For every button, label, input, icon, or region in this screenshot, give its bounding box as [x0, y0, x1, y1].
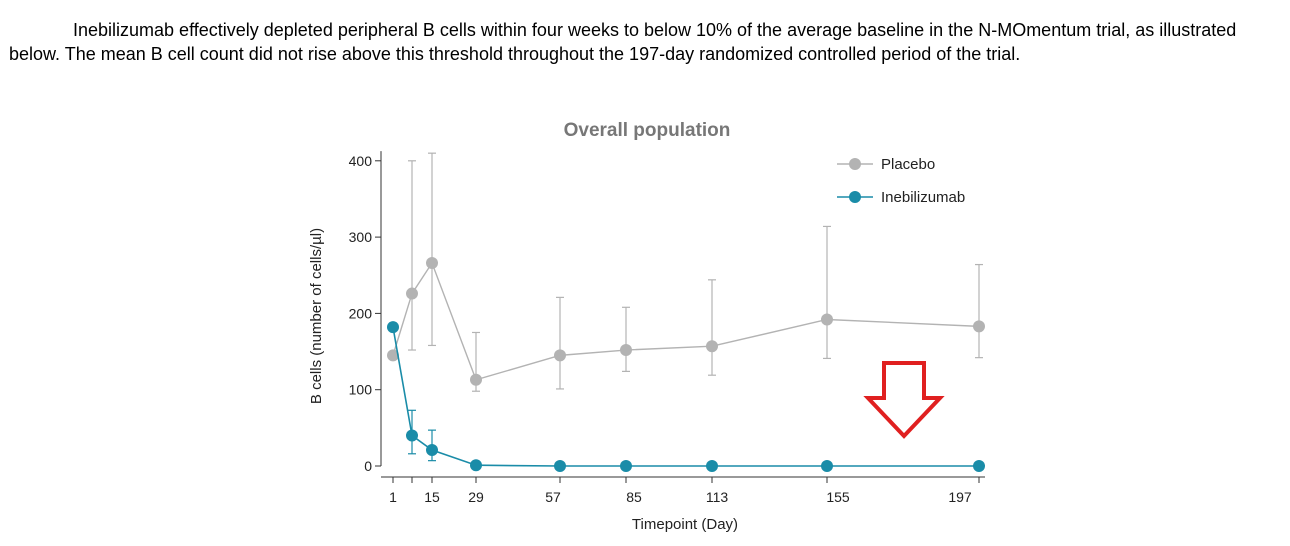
y-tick-label: 100	[349, 382, 373, 398]
data-point-inebilizumab	[470, 459, 482, 472]
y-tick-label: 200	[349, 305, 373, 321]
chart-title: Overall population	[564, 120, 731, 141]
data-point-placebo	[973, 320, 985, 333]
x-tick-label: 113	[706, 489, 729, 505]
data-point-placebo	[554, 349, 566, 362]
down-arrow-annotation	[863, 361, 945, 439]
data-point-inebilizumab	[973, 460, 985, 472]
x-tick-label: 15	[424, 489, 440, 505]
data-point-placebo	[821, 313, 833, 326]
data-point-inebilizumab	[620, 460, 632, 472]
x-tick-label: 29	[468, 489, 484, 505]
legend-label: Inebilizumab	[881, 189, 965, 206]
y-axis-label: B cells (number of cells/µl)	[308, 228, 325, 404]
data-point-inebilizumab	[387, 321, 399, 334]
data-point-inebilizumab	[821, 460, 833, 472]
intro-paragraph: Inebilizumab effectively depleted periph…	[9, 20, 1237, 64]
y-tick-label: 400	[349, 153, 373, 169]
legend-marker	[849, 158, 861, 170]
data-point-inebilizumab	[554, 460, 566, 472]
data-point-placebo	[620, 344, 632, 357]
x-axis-label: Timepoint (Day)	[632, 516, 738, 533]
data-point-placebo	[406, 287, 418, 300]
data-point-inebilizumab	[406, 429, 418, 442]
y-tick-label: 300	[349, 229, 373, 245]
data-point-placebo	[426, 257, 438, 270]
legend-marker	[849, 191, 861, 203]
x-tick-label: 57	[545, 489, 561, 505]
data-point-placebo	[470, 373, 482, 386]
x-tick-label: 197	[948, 489, 972, 505]
y-tick-label: 0	[364, 458, 372, 474]
data-point-inebilizumab	[426, 443, 438, 456]
legend-label: Placebo	[881, 156, 935, 173]
x-tick-label: 1	[389, 489, 397, 505]
x-tick-label: 85	[626, 489, 642, 505]
data-point-placebo	[387, 349, 399, 362]
data-point-inebilizumab	[706, 460, 718, 472]
x-tick-label: 155	[826, 489, 850, 505]
data-point-placebo	[706, 340, 718, 353]
